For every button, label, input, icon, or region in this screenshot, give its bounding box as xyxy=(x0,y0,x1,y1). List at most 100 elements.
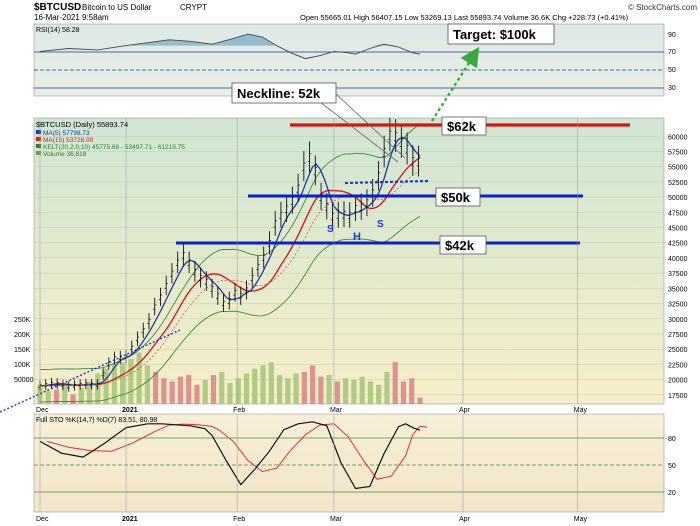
x-tick-label: Dec xyxy=(36,407,49,414)
keltner-mid xyxy=(40,169,421,387)
volume-bars xyxy=(37,352,423,404)
x-tick-label: Feb xyxy=(233,516,245,523)
volume-bar xyxy=(153,371,159,404)
x-tick-label: 2021 xyxy=(122,516,138,523)
volume-bar xyxy=(161,378,167,404)
x-tick-label: Mar xyxy=(330,407,343,414)
price-tick-label: 27500 xyxy=(668,332,688,339)
volume-bar xyxy=(417,397,423,404)
sto-tick-20: 20 xyxy=(668,490,676,497)
price-tick-label: 50000 xyxy=(668,195,688,202)
volume-bar xyxy=(318,376,324,404)
volume-bar xyxy=(86,381,93,404)
volume-bar xyxy=(310,365,316,404)
x-tick-label: Mar xyxy=(330,516,343,523)
volume-bar xyxy=(45,391,51,404)
volume-bar xyxy=(194,384,200,404)
rsi-overbought-fill xyxy=(40,34,420,46)
sto-d-line xyxy=(47,423,428,480)
volume-bar xyxy=(219,371,225,404)
volume-tick-label: 50000 xyxy=(14,377,34,384)
volume-bar xyxy=(144,365,150,404)
neckline-box xyxy=(231,82,337,104)
x-tick-label: Feb xyxy=(233,407,245,414)
symbol-name: Bitcoin to US Dollar xyxy=(82,3,152,12)
rsi-tick-70: 70 xyxy=(668,49,676,56)
price-tick-label: 35000 xyxy=(668,286,688,293)
price-tick-label: 60000 xyxy=(668,134,688,141)
target-arrow xyxy=(430,46,480,122)
head-label: H xyxy=(353,231,361,243)
volume-bar xyxy=(293,373,299,404)
volume-bar xyxy=(111,363,117,404)
volume-bar xyxy=(103,368,109,404)
ma5-line xyxy=(39,136,421,387)
volume-bar xyxy=(128,359,134,404)
volume-bar xyxy=(136,352,142,404)
rsi-label: RSI(14) 58.28 xyxy=(36,27,80,34)
price-tick-label: 30000 xyxy=(668,317,688,324)
volume-bar xyxy=(243,373,250,404)
volume-bar xyxy=(276,375,283,404)
legend-symbol: $BTCUSD (Daily) 55893.74 xyxy=(36,120,128,129)
price-tick-label: 37500 xyxy=(668,271,688,278)
volume-bar xyxy=(169,381,175,404)
volume-bar xyxy=(235,378,241,404)
rsi-tick-90: 90 xyxy=(668,32,676,39)
price-tick-label: 45000 xyxy=(668,226,688,233)
legend-ma15: MA(15) 53728.00 xyxy=(43,137,94,144)
rsi-panel: RSI(14) 58.28 90 70 50 30 xyxy=(33,23,676,97)
date-label: 16-Mar-2021 9:58am xyxy=(34,13,109,22)
legend-volume: Volume 36,618 xyxy=(43,151,87,158)
volume-bar xyxy=(260,365,266,404)
volume-bar xyxy=(95,373,101,404)
volume-bar xyxy=(177,376,184,404)
sto-panel: Full STO %K(14,7) %D(7) 83.51, 80.98 80 … xyxy=(33,413,676,513)
volume-bar xyxy=(285,378,291,404)
price-legend: $BTCUSD (Daily) 55893.74 MA(5) 57798.73 … xyxy=(36,120,185,158)
volume-bar xyxy=(252,368,258,404)
price-tick-label: 17500 xyxy=(668,393,688,400)
price-tick-label: 22500 xyxy=(668,362,688,369)
volume-tick-label: 250K xyxy=(14,317,31,324)
x-tick-label: Apr xyxy=(459,407,471,414)
volume-bar xyxy=(268,362,274,404)
price-panel: 60000 57500 55000 52500 50000 47500 45000 42500… xyxy=(0,23,688,413)
volume-bar xyxy=(334,381,340,404)
price-axis: 60000 57500 55000 52500 50000 47500 45000 42500… xyxy=(668,134,688,400)
volume-bar xyxy=(392,362,398,404)
volume-bar xyxy=(53,389,60,404)
volume-bar xyxy=(400,381,407,404)
price-tick-label: 25000 xyxy=(668,347,688,354)
volume-tick-label: 200K xyxy=(14,332,31,339)
volume-bar xyxy=(120,362,126,404)
keltner-upper xyxy=(39,123,421,371)
volume-bar xyxy=(227,383,233,404)
rsi-line xyxy=(39,33,421,60)
shoulder-right-label: S xyxy=(377,219,384,230)
level-42k-label: $42k xyxy=(445,238,475,253)
level-50k-label: $50k xyxy=(441,190,471,205)
neckline-dotted xyxy=(344,179,429,185)
legend-kelt: KELT(20,2.0,10) 45775.68 - 53497.71 - 61… xyxy=(43,144,185,151)
neckline-pointer xyxy=(319,101,399,163)
volume-bar xyxy=(376,384,382,404)
sto-k-line xyxy=(39,421,421,490)
trend-line-dotted xyxy=(0,329,181,413)
volume-bar xyxy=(351,379,357,404)
target-label: Target: $100k xyxy=(453,27,537,42)
volume-bar xyxy=(384,371,390,404)
volume-bar xyxy=(409,378,415,404)
x-tick-label: Apr xyxy=(459,516,471,523)
exchange-label: CRYPT xyxy=(180,3,207,12)
volume-bar xyxy=(70,394,76,404)
price-x-axis: Dec 2021 Feb Mar Apr May xyxy=(36,118,587,414)
volume-bar xyxy=(343,378,349,404)
sto-x-axis: Dec 2021 Feb Mar Apr May xyxy=(36,414,587,523)
target-box xyxy=(447,23,555,45)
shoulder-left-label: S xyxy=(327,224,334,235)
level-62k-box xyxy=(441,116,487,136)
price-tick-label: 32500 xyxy=(668,302,688,309)
price-tick-label: 47500 xyxy=(668,210,688,217)
